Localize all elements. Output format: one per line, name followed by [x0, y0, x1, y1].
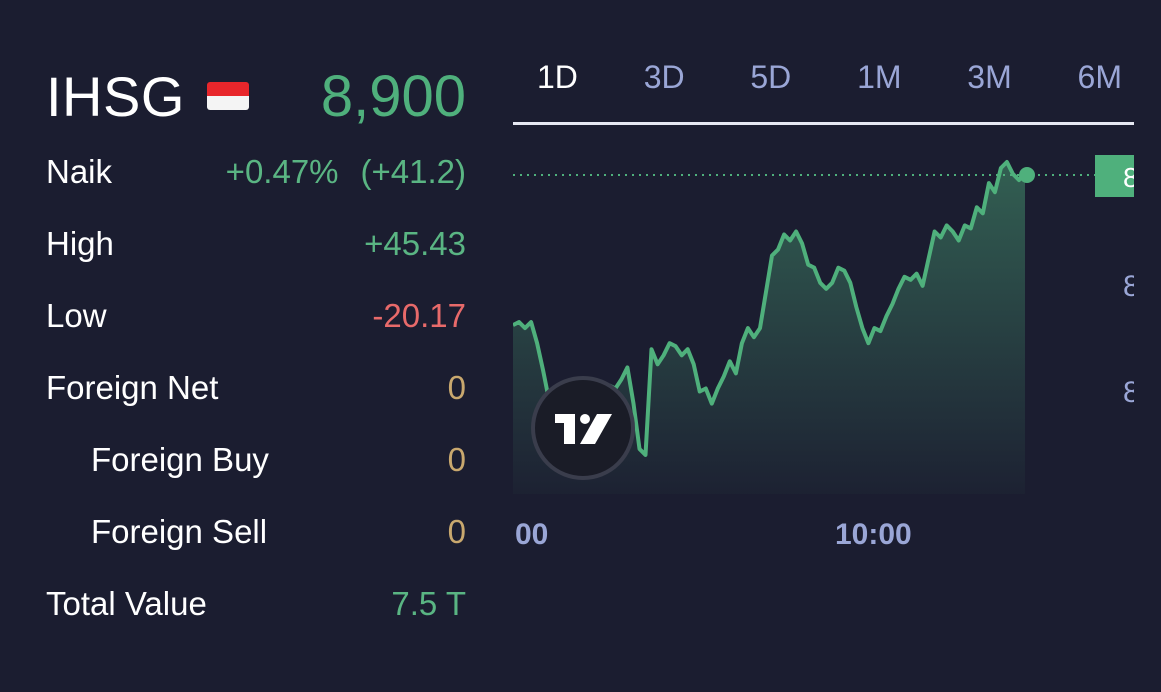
stat-naik: Naik +0.47% (+41.2)	[46, 136, 466, 208]
stat-foreign-net: Foreign Net 0	[46, 352, 466, 424]
stat-total-value: Total Value 7.5 T	[46, 568, 466, 640]
change-points: (+41.2)	[360, 153, 466, 190]
chart-panel: 1D 3D 5D 1M 3M 6M 8 8 8 00 10:00	[513, 40, 1134, 620]
stat-high: High +45.43	[46, 208, 466, 280]
stat-foreign-sell: Foreign Sell 0	[46, 496, 466, 568]
price-area	[513, 162, 1025, 494]
stat-label: High	[46, 225, 114, 262]
stat-label: Low	[46, 297, 107, 334]
stat-value: 0	[447, 513, 466, 550]
index-name: IHSG	[46, 64, 185, 128]
tab-3d[interactable]: 3D	[643, 58, 685, 95]
x-tick-label: 00	[515, 518, 548, 551]
stat-value: -20.17	[372, 297, 466, 334]
stat-label: Foreign Sell	[91, 513, 268, 550]
stat-value: 0	[447, 441, 466, 478]
price-label: 8	[1123, 162, 1134, 193]
stat-label: Naik	[46, 153, 113, 190]
indonesia-flag-icon	[206, 82, 249, 110]
price-chart[interactable]: 8 8 8 00 10:00	[513, 134, 1134, 620]
tradingview-logo-icon[interactable]	[531, 376, 635, 480]
stat-label: Total Value	[46, 585, 207, 622]
ticker: IHSG	[46, 64, 249, 129]
x-tick-label: 10:00	[835, 518, 912, 551]
tab-5d[interactable]: 5D	[750, 58, 792, 95]
stat-low: Low -20.17	[46, 280, 466, 352]
tab-1d[interactable]: 1D	[537, 58, 578, 95]
tab-1m[interactable]: 1M	[857, 58, 902, 95]
price-label-box	[1095, 155, 1134, 197]
right-axis-label: 8	[1123, 270, 1134, 303]
tab-3m[interactable]: 3M	[967, 58, 1012, 95]
index-price: 8,900	[320, 63, 466, 129]
last-price-dot	[1019, 167, 1035, 183]
stat-label: Foreign Buy	[91, 441, 269, 478]
index-summary-panel: IHSG 8,900 Naik +0.47% (+41.2) High +45.…	[46, 56, 466, 640]
stat-value: 7.5 T	[391, 585, 466, 622]
stat-value: 0	[447, 369, 466, 406]
tab-6m[interactable]: 6M	[1077, 58, 1122, 95]
right-axis-label: 8	[1123, 376, 1134, 409]
change-values: +0.47% (+41.2)	[226, 153, 466, 191]
stat-value: +45.43	[364, 225, 466, 262]
stat-label: Foreign Net	[46, 369, 219, 406]
index-header: IHSG 8,900	[46, 56, 466, 136]
timeframe-tabs: 1D 3D 5D 1M 3M 6M	[513, 40, 1134, 114]
change-percent: +0.47%	[225, 153, 339, 190]
stat-foreign-buy: Foreign Buy 0	[46, 424, 466, 496]
tab-underline	[513, 122, 1134, 125]
